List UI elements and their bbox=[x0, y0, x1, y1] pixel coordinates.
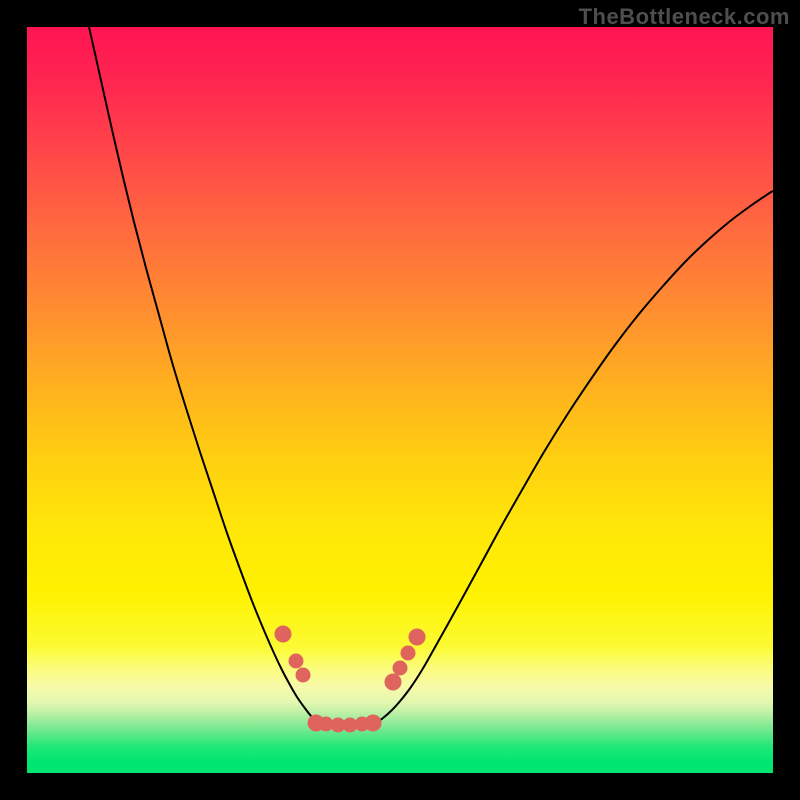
chart-container: TheBottleneck.com bbox=[0, 0, 800, 800]
curve-layer bbox=[27, 27, 773, 773]
data-marker bbox=[401, 646, 415, 660]
plot-area bbox=[27, 27, 773, 773]
data-marker bbox=[409, 629, 425, 645]
data-marker bbox=[275, 626, 291, 642]
bottleneck-curve bbox=[89, 27, 773, 725]
data-marker bbox=[289, 654, 303, 668]
data-marker bbox=[365, 715, 381, 731]
watermark-text: TheBottleneck.com bbox=[579, 4, 790, 30]
data-marker bbox=[393, 661, 407, 675]
data-marker bbox=[385, 674, 401, 690]
data-marker bbox=[296, 668, 310, 682]
